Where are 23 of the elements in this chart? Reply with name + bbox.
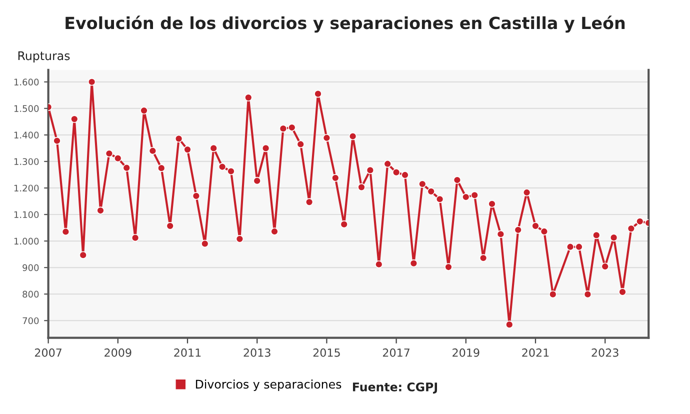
x-tick-label: 2007 (34, 348, 62, 357)
y-tick-label: 1.500 (14, 105, 39, 112)
y-tick-label: 700 (22, 317, 39, 324)
x-tick-label: 2021 (522, 348, 549, 357)
y-tick-label: 1.100 (14, 211, 39, 218)
y-axis-title: Rupturas (18, 51, 70, 62)
chart-title: Evolución de los divorcios y separaciones en Castilla y León (66, 16, 625, 33)
x-tick-label: 2017 (382, 348, 410, 357)
x-tick-label: 2009 (104, 348, 132, 357)
x-tick-label: 2013 (244, 348, 270, 357)
x-tick-label: 2019 (452, 348, 480, 357)
y-tick-label: 800 (22, 290, 39, 298)
y-tick-label: 1.200 (14, 184, 39, 192)
y-tick-label: 1.300 (14, 158, 39, 166)
x-tick-label: 2011 (174, 348, 201, 357)
legend-label: Divorcios y separaciones (196, 380, 342, 391)
y-tick-label: 1.600 (14, 78, 39, 86)
y-tick-label: 900 (22, 264, 39, 272)
x-tick-label: 2015 (313, 348, 340, 357)
source-note: Fuente: CGPJ (352, 382, 437, 394)
y-tick-label: 1.400 (14, 132, 39, 138)
x-tick-label: 2023 (592, 348, 618, 357)
y-tick-label: 1.000 (14, 238, 39, 245)
